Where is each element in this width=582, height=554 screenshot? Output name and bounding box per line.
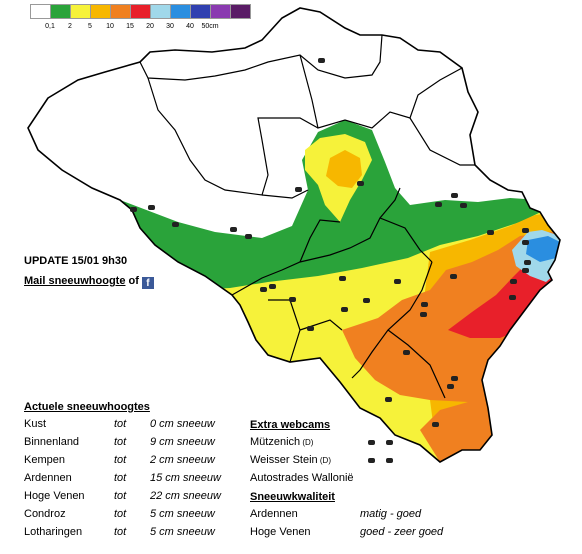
camera-icon[interactable]: [487, 230, 494, 235]
camera-icon[interactable]: [357, 181, 364, 186]
camera-icon[interactable]: [130, 207, 137, 212]
webcams-title: Extra webcams: [250, 419, 331, 431]
depth-tot: tot: [114, 472, 127, 484]
camera-icon[interactable]: [339, 276, 346, 281]
camera-icon[interactable]: [450, 274, 457, 279]
camera-icon[interactable]: [447, 384, 454, 389]
facebook-icon[interactable]: f: [141, 277, 154, 289]
depth-value: 0 cm sneeuw: [150, 418, 215, 430]
depth-value: 5 cm sneeuw: [150, 526, 215, 538]
webcam-name[interactable]: Mützenich: [250, 436, 301, 448]
depth-region: Kempen: [24, 454, 65, 466]
camera-icon[interactable]: [522, 228, 529, 233]
depth-region: Binnenland: [24, 436, 80, 448]
quality-region: Ardennen: [250, 508, 298, 520]
depth-tot: tot: [114, 436, 127, 448]
camera-icon[interactable]: [230, 227, 237, 232]
camera-icon[interactable]: [368, 440, 375, 445]
legend-label: 40: [186, 23, 194, 30]
country-border: [27, 7, 561, 463]
depth-region: Hoge Venen: [24, 490, 85, 502]
quality-value: goed - zeer goed: [360, 526, 444, 538]
depth-tot: tot: [114, 490, 127, 502]
mail-suffix: of: [125, 275, 139, 287]
webcam-country-tag: (D): [317, 456, 331, 465]
camera-icon[interactable]: [260, 287, 267, 292]
camera-icon[interactable]: [522, 268, 529, 273]
legend-label: 5: [88, 23, 92, 30]
camera-icon[interactable]: [510, 279, 517, 284]
webcam-name[interactable]: Autostrades Wallonië: [250, 472, 354, 484]
mail-link[interactable]: Mail sneeuwhoogte: [24, 275, 126, 287]
camera-icon[interactable]: [172, 222, 179, 227]
camera-icon[interactable]: [451, 376, 458, 381]
mail-line: Mail sneeuwhoogte of f: [24, 275, 154, 289]
camera-icon[interactable]: [245, 234, 252, 239]
zone-blue: [526, 236, 560, 262]
depth-tot: tot: [114, 508, 127, 520]
camera-icon[interactable]: [295, 187, 302, 192]
camera-icon[interactable]: [460, 203, 467, 208]
legend-label: 0,1: [45, 23, 55, 30]
depth-value: 15 cm sneeuw: [150, 472, 221, 484]
legend-label: 15: [126, 23, 134, 30]
camera-icon[interactable]: [421, 302, 428, 307]
depth-tot: tot: [114, 418, 127, 430]
camera-icon[interactable]: [524, 260, 531, 265]
webcam-country-tag: (D): [300, 438, 314, 447]
webcam-item[interactable]: Mützenich (D): [250, 436, 313, 448]
legend-label: 50cm: [201, 23, 219, 30]
quality-title: Sneeuwkwaliteit: [250, 491, 335, 503]
legend-swatch: [230, 4, 251, 19]
legend-label: 2: [68, 23, 72, 30]
webcam-item[interactable]: Weisser Stein (D): [250, 454, 331, 466]
depth-region: Ardennen: [24, 472, 72, 484]
depth-tot: tot: [114, 526, 127, 538]
camera-icon[interactable]: [386, 440, 393, 445]
legend-label: 10: [106, 23, 114, 30]
zone-gold-north: [326, 150, 362, 188]
webcam-markers[interactable]: [130, 58, 531, 427]
depth-tot: tot: [114, 454, 127, 466]
depth-value: 5 cm sneeuw: [150, 508, 215, 520]
depth-value: 9 cm sneeuw: [150, 436, 215, 448]
camera-icon[interactable]: [509, 295, 516, 300]
camera-icon[interactable]: [451, 193, 458, 198]
depth-region: Kust: [24, 418, 47, 430]
camera-icon[interactable]: [420, 312, 427, 317]
camera-icon[interactable]: [403, 350, 410, 355]
camera-icon[interactable]: [289, 297, 296, 302]
camera-icon[interactable]: [385, 397, 392, 402]
webcam-name[interactable]: Weisser Stein: [250, 454, 318, 466]
camera-icon[interactable]: [368, 458, 375, 463]
province-borders: [139, 34, 475, 399]
zone-red: [448, 260, 560, 338]
camera-icon[interactable]: [341, 307, 348, 312]
legend-label: 20: [146, 23, 154, 30]
depth-region: Condroz: [24, 508, 66, 520]
camera-icon[interactable]: [394, 279, 401, 284]
depth-value: 22 cm sneeuw: [150, 490, 221, 502]
depth-region: Lotharingen: [24, 526, 83, 538]
quality-value: matig - goed: [360, 508, 422, 520]
camera-icon[interactable]: [318, 58, 325, 63]
camera-icon[interactable]: [269, 284, 276, 289]
camera-icon[interactable]: [386, 458, 393, 463]
camera-icon[interactable]: [522, 240, 529, 245]
camera-icon[interactable]: [363, 298, 370, 303]
camera-icon[interactable]: [432, 422, 439, 427]
webcam-item[interactable]: Autostrades Wallonië: [250, 472, 354, 484]
update-timestamp: UPDATE 15/01 9h30: [24, 255, 128, 267]
legend-label: 30: [166, 23, 174, 30]
depths-title: Actuele sneeuwhoogtes: [24, 401, 150, 413]
depth-value: 2 cm sneeuw: [150, 454, 215, 466]
camera-icon[interactable]: [307, 326, 314, 331]
camera-icon[interactable]: [148, 205, 155, 210]
camera-icon[interactable]: [435, 202, 442, 207]
quality-region: Hoge Venen: [250, 526, 311, 538]
